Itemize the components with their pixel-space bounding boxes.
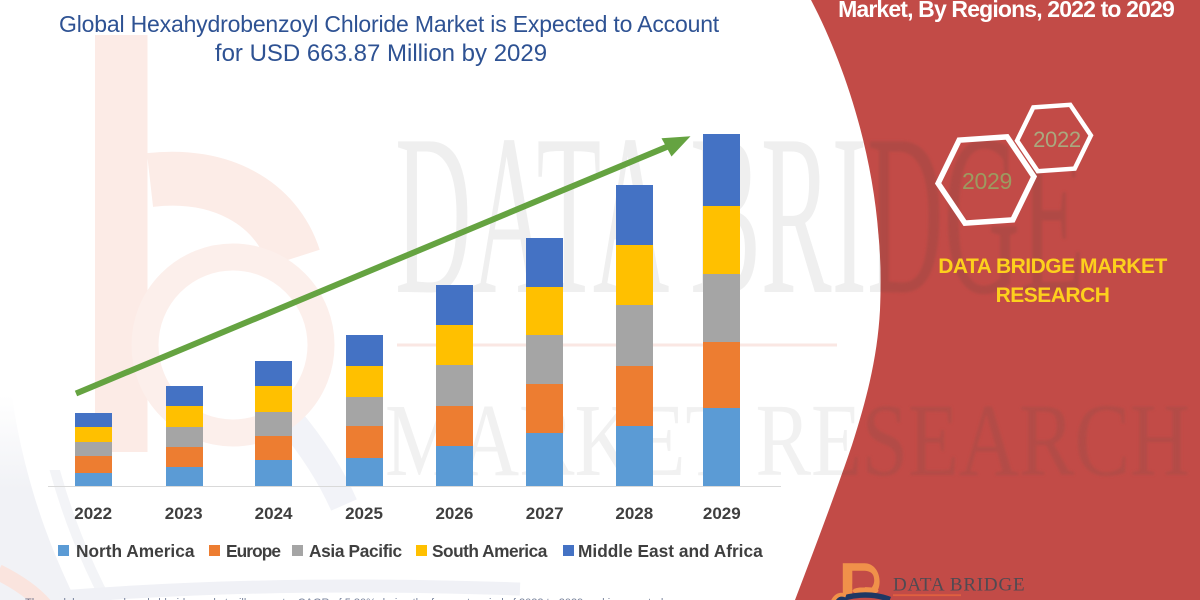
svg-text:DATA BRIDGE: DATA BRIDGE (893, 575, 1025, 596)
svg-text:2029: 2029 (962, 168, 1012, 194)
svg-text:2022: 2022 (1033, 127, 1081, 152)
svg-text:MARKET RESEARCH: MARKET RESEARCH (893, 597, 1024, 600)
